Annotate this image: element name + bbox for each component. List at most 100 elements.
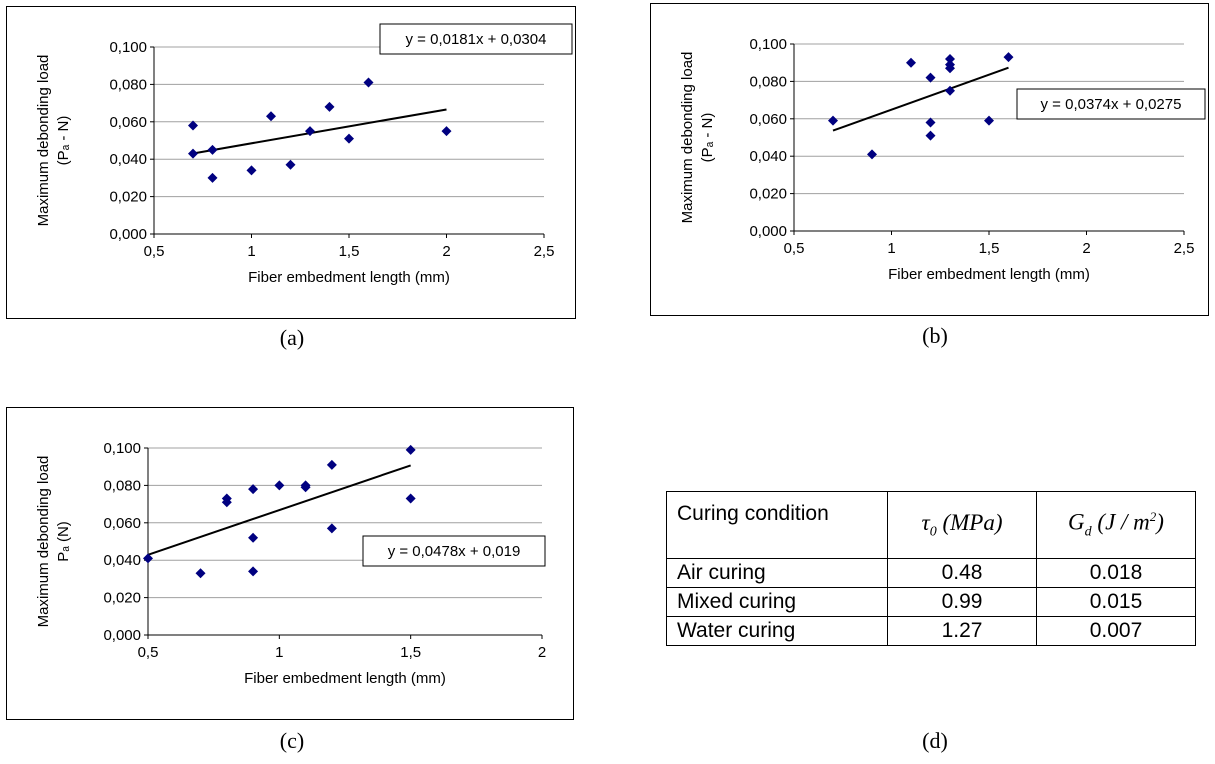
chart-panel-a: 0,000 0,020 0,040 0,060 0,080 0,100 0,5 1 1,5 2 2,…	[6, 6, 576, 319]
y-tick-label: 0,040	[103, 552, 141, 569]
x-tick-label: 2	[442, 243, 450, 260]
y-tick-label: 0,000	[749, 223, 787, 240]
caption-a: (a)	[279, 325, 305, 350]
x-tick-label: 2	[1082, 240, 1090, 257]
data-point	[324, 101, 335, 112]
data-point	[945, 85, 955, 96]
x-axis-title: Fiber embedment length (mm)	[888, 266, 1090, 283]
data-point	[363, 77, 374, 88]
y-tick-label: 0,080	[103, 477, 141, 494]
table-cell: 0.018	[1036, 558, 1196, 588]
table-header-row: Curing condition τ0 (MPa) Gd (J / m2)	[666, 491, 1196, 559]
data-point	[285, 159, 296, 170]
x-tick-label: 0,5	[784, 240, 805, 257]
x-tick-label: 1	[247, 243, 255, 260]
data-point	[441, 126, 452, 137]
data-point	[300, 482, 311, 493]
data-point	[143, 553, 153, 564]
y-axis-title: Maximum debonding load	[679, 52, 696, 224]
data-point	[195, 568, 206, 579]
data-point	[248, 484, 259, 495]
trendline	[147, 464, 411, 556]
data-point	[828, 115, 838, 126]
curing-parameters-table: Curing condition τ0 (MPa) Gd (J / m2) Ai…	[666, 491, 1196, 646]
x-tick-label: 1	[275, 644, 283, 661]
equation-box	[379, 23, 573, 55]
data-point	[246, 165, 257, 176]
y-tick-label: 0,040	[109, 151, 147, 168]
y-tick-label: 0,020	[103, 590, 141, 607]
y-tick-label: 0,080	[749, 73, 787, 90]
data-point	[221, 497, 232, 508]
y-tick-label: 0,080	[109, 76, 147, 93]
trendline-equation: y = 0,0181x + 0,0304	[406, 31, 547, 48]
x-tick-label: 0,5	[138, 644, 159, 661]
data-point	[248, 566, 259, 577]
y-tick-label: 0,060	[103, 515, 141, 532]
y-tick-label: 0,100	[109, 39, 147, 56]
y-tick-label: 0,100	[749, 36, 787, 53]
x-tick-label: 2	[538, 644, 546, 661]
table-cell: 0.99	[887, 587, 1037, 617]
header-curing-condition: Curing condition	[666, 491, 888, 559]
data-point	[906, 57, 916, 68]
table-cell: 0.48	[887, 558, 1037, 588]
data-point	[188, 148, 198, 159]
y-axis-title: Maximum debonding load	[35, 55, 52, 227]
header-tau0: τ0 (MPa)	[887, 491, 1037, 559]
data-point	[984, 115, 994, 126]
scatter-chart-c: 0,000 0,020 0,040 0,060 0,080 0,100 0,5 1 1,5 2 Fi…	[35, 440, 546, 687]
trendline-equation: y = 0,0478x + 0,019	[388, 543, 521, 560]
data-point	[925, 72, 936, 83]
scatter-chart-a: 0,000 0,020 0,040 0,060 0,080 0,100 0,5 1 1,5 2 2,…	[35, 23, 573, 286]
trendline	[192, 108, 447, 155]
equation-box	[362, 535, 546, 567]
data-point	[945, 53, 955, 64]
y-tick-label: 0,000	[103, 627, 141, 644]
table-cell: 1.27	[887, 616, 1037, 646]
table-row: Mixed curing 0.99 0.015	[666, 587, 1196, 617]
y-tick-label: 0,000	[109, 226, 147, 243]
table-row: Water curing 1.27 0.007	[666, 616, 1196, 646]
caption-c: (c)	[279, 728, 305, 753]
caption-b: (b)	[922, 323, 948, 348]
y-axis-subtitle: Pₐ (N)	[55, 521, 72, 562]
chart-panel-c: 0,000 0,020 0,040 0,060 0,080 0,100 0,5 1 1,5 2 Fi…	[6, 407, 574, 720]
data-point	[344, 133, 354, 144]
x-axis-title: Fiber embedment length (mm)	[244, 670, 446, 687]
x-tick-label: 1	[887, 240, 895, 257]
table-cell: Mixed curing	[666, 587, 888, 617]
y-tick-label: 0,060	[749, 111, 787, 128]
table-cell: 0.007	[1036, 616, 1196, 646]
x-tick-label: 1,5	[339, 243, 360, 260]
data-point	[867, 149, 877, 160]
chart-panel-b: 0,000 0,020 0,040 0,060 0,080 0,100 0,5 1 1,5 2 2,…	[650, 3, 1209, 316]
x-tick-label: 0,5	[144, 243, 165, 260]
table-row: Air curing 0.48 0.018	[666, 558, 1196, 588]
scatter-chart-b: 0,000 0,020 0,040 0,060 0,080 0,100 0,5 1 1,5 2 2,…	[679, 36, 1206, 283]
x-tick-label: 2,5	[1174, 240, 1195, 257]
x-tick-label: 1,5	[400, 644, 421, 661]
data-point	[925, 130, 936, 141]
trendline	[832, 66, 1009, 132]
data-point	[405, 493, 416, 504]
y-tick-label: 0,020	[749, 186, 787, 203]
data-point	[925, 117, 936, 128]
equation-box	[1016, 88, 1206, 120]
header-gd: Gd (J / m2)	[1036, 491, 1196, 559]
y-axis-subtitle: (Pₐ - N)	[699, 113, 716, 163]
table-cell: Water curing	[666, 616, 888, 646]
caption-d: (d)	[922, 728, 948, 753]
y-tick-label: 0,020	[109, 189, 147, 206]
trendline-equation: y = 0,0374x + 0,0275	[1041, 96, 1182, 113]
data-point	[248, 532, 259, 543]
table-cell: 0.015	[1036, 587, 1196, 617]
y-tick-label: 0,040	[749, 148, 787, 165]
y-tick-label: 0,100	[103, 440, 141, 457]
y-tick-label: 0,060	[109, 114, 147, 131]
data-point	[188, 120, 198, 131]
data-point	[207, 172, 218, 183]
y-axis-title: Maximum debonding load	[35, 456, 52, 628]
x-axis-title: Fiber embedment length (mm)	[248, 269, 450, 286]
data-point	[274, 480, 285, 491]
